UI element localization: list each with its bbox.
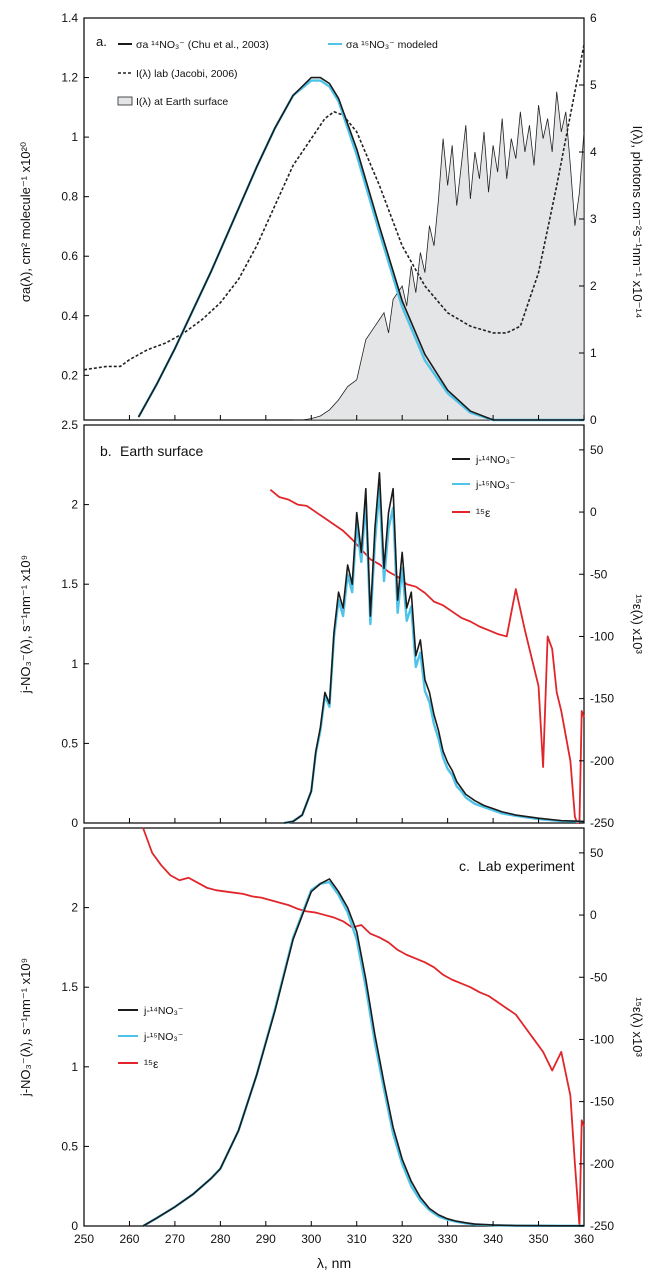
series-epsilon-line xyxy=(269,488,585,824)
right-ytick-label: 0 xyxy=(590,413,597,427)
legend-c-j15-label: j-¹⁵NO₃⁻ xyxy=(143,1031,184,1043)
x-axis-label: λ, nm xyxy=(317,1255,351,1271)
panel-a: a. σa(λ), cm² molecule⁻¹ x10²⁰ I(λ), pho… xyxy=(18,11,645,427)
legend-b-j14-label: j-¹⁴NO₃⁻ xyxy=(475,454,516,466)
right-ytick-label: -100 xyxy=(590,1032,614,1046)
panel-a-right-axis-label: I(λ), photons cm⁻²s⁻¹nm⁻¹ x10⁻¹⁴ xyxy=(630,126,645,319)
panel-a-left-axis-label: σa(λ), cm² molecule⁻¹ x10²⁰ xyxy=(18,142,33,302)
legend-c-j14-label: j-¹⁴NO₃⁻ xyxy=(143,1005,184,1017)
right-ytick-label: 50 xyxy=(590,846,604,860)
right-ytick-label: -250 xyxy=(590,1219,614,1233)
series-ilab-line xyxy=(83,44,585,371)
right-ytick-label: 2 xyxy=(590,279,597,293)
left-ytick-label: 1 xyxy=(71,1060,78,1074)
right-ytick-label: 1 xyxy=(590,346,597,360)
right-ytick-label: 0 xyxy=(590,908,597,922)
xtick-label: 320 xyxy=(392,1232,412,1246)
panel-c-frame xyxy=(83,827,585,1227)
right-ytick-label: -200 xyxy=(590,754,614,768)
xtick-label: 310 xyxy=(347,1232,367,1246)
series-epsilon-line xyxy=(142,827,585,1227)
panel-c-right-axis-label: ¹⁵ε(λ) x10³ xyxy=(630,997,645,1057)
panel-b-frame xyxy=(83,424,585,824)
right-ytick-label: -200 xyxy=(590,1157,614,1171)
left-ytick-label: 2 xyxy=(71,498,78,512)
panel-b-label: b. xyxy=(100,443,112,459)
x-axis: 250 260 270 280 290 300 310 320 330 340 350 360 xyxy=(74,415,594,1246)
left-ytick-label: 0 xyxy=(71,1219,78,1233)
left-ytick-label: 1.5 xyxy=(61,577,78,591)
panel-b-legend: j-¹⁴NO₃⁻ j-¹⁵NO₃⁻ ¹⁵ε xyxy=(452,454,516,520)
legend-c-eps-label: ¹⁵ε xyxy=(144,1057,159,1071)
xtick-label: 260 xyxy=(119,1232,139,1246)
legend-sigma14-label: σa ¹⁴NO₃⁻ (Chu et al., 2003) xyxy=(136,39,269,51)
legend-ilab-label: I(λ) lab (Jacobi, 2006) xyxy=(136,68,238,80)
xtick-label: 300 xyxy=(301,1232,321,1246)
legend-isurf-label: I(λ) at Earth surface xyxy=(136,96,228,108)
xtick-label: 350 xyxy=(529,1232,549,1246)
series-j15-line xyxy=(142,880,584,1228)
xtick-label: 250 xyxy=(74,1232,94,1246)
panel-c: c. Lab experiment j-NO₃⁻(λ), s⁻¹nm⁻¹ x10… xyxy=(18,827,645,1233)
legend-isurf-swatch xyxy=(117,96,133,106)
left-ytick-label: 0.2 xyxy=(61,368,78,382)
right-ytick-label: -50 xyxy=(590,970,608,984)
right-ytick-label: 6 xyxy=(590,11,597,25)
right-ytick-label: -150 xyxy=(590,1095,614,1109)
left-ytick-label: 1.2 xyxy=(61,71,78,85)
right-ytick-label: 0 xyxy=(590,505,597,519)
left-ytick-label: 0.5 xyxy=(61,1139,78,1153)
panel-a-label: a. xyxy=(96,34,107,49)
series-isurf-area xyxy=(293,91,585,421)
right-ytick-label: 4 xyxy=(590,145,597,159)
panel-c-legend: j-¹⁴NO₃⁻ j-¹⁵NO₃⁻ ¹⁵ε xyxy=(118,1005,184,1071)
xtick-label: 270 xyxy=(165,1232,185,1246)
left-ytick-label: 0.8 xyxy=(61,190,78,204)
series-j14-line xyxy=(142,878,584,1227)
right-ytick-label: 5 xyxy=(590,78,597,92)
right-ytick-label: 3 xyxy=(590,212,597,226)
panel-b-right-axis-label: ¹⁵ε(λ) x10³ xyxy=(630,594,645,654)
panel-a-legend: σa ¹⁴NO₃⁻ (Chu et al., 2003) σa ¹⁵NO₃⁻ m… xyxy=(117,39,438,108)
panel-c-left-axis-label: j-NO₃⁻(λ), s⁻¹nm⁻¹ x10⁹ xyxy=(18,958,33,1097)
left-ytick-label: 2.5 xyxy=(61,418,78,432)
left-ytick-label: 1 xyxy=(71,657,78,671)
right-ytick-label: -50 xyxy=(590,567,608,581)
series-j14-line xyxy=(283,471,585,824)
xtick-label: 360 xyxy=(574,1232,594,1246)
right-ytick-label: 50 xyxy=(590,443,604,457)
left-ytick-label: 0.4 xyxy=(61,309,78,323)
right-ytick-label: -150 xyxy=(590,692,614,706)
left-ytick-label: 1.5 xyxy=(61,980,78,994)
panel-c-label: c. xyxy=(459,858,470,874)
right-ytick-label: -250 xyxy=(590,816,614,830)
left-ytick-label: 0.6 xyxy=(61,249,78,263)
left-ytick-label: 1.4 xyxy=(61,11,78,25)
xtick-label: 340 xyxy=(483,1232,503,1246)
legend-sigma15-label: σa ¹⁵NO₃⁻ modeled xyxy=(346,39,438,51)
series-j15-line xyxy=(283,487,585,825)
right-ytick-label: -100 xyxy=(590,629,614,643)
xtick-label: 280 xyxy=(210,1232,230,1246)
left-ytick-label: 0.5 xyxy=(61,736,78,750)
left-ytick-label: 0 xyxy=(71,816,78,830)
panel-b-left-axis-label: j-NO₃⁻(λ), s⁻¹nm⁻¹ x10⁹ xyxy=(18,555,33,694)
legend-b-eps-label: ¹⁵ε xyxy=(476,506,491,520)
legend-b-j15-label: j-¹⁵NO₃⁻ xyxy=(475,479,516,491)
xtick-label: 290 xyxy=(256,1232,276,1246)
left-ytick-label: 2 xyxy=(71,901,78,915)
xtick-label: 330 xyxy=(438,1232,458,1246)
left-ytick-label: 1 xyxy=(71,130,78,144)
panel-b-title: Earth surface xyxy=(120,443,203,459)
panel-c-title: Lab experiment xyxy=(478,858,575,874)
panel-b: b. Earth surface j-NO₃⁻(λ), s⁻¹nm⁻¹ x10⁹… xyxy=(18,418,645,830)
